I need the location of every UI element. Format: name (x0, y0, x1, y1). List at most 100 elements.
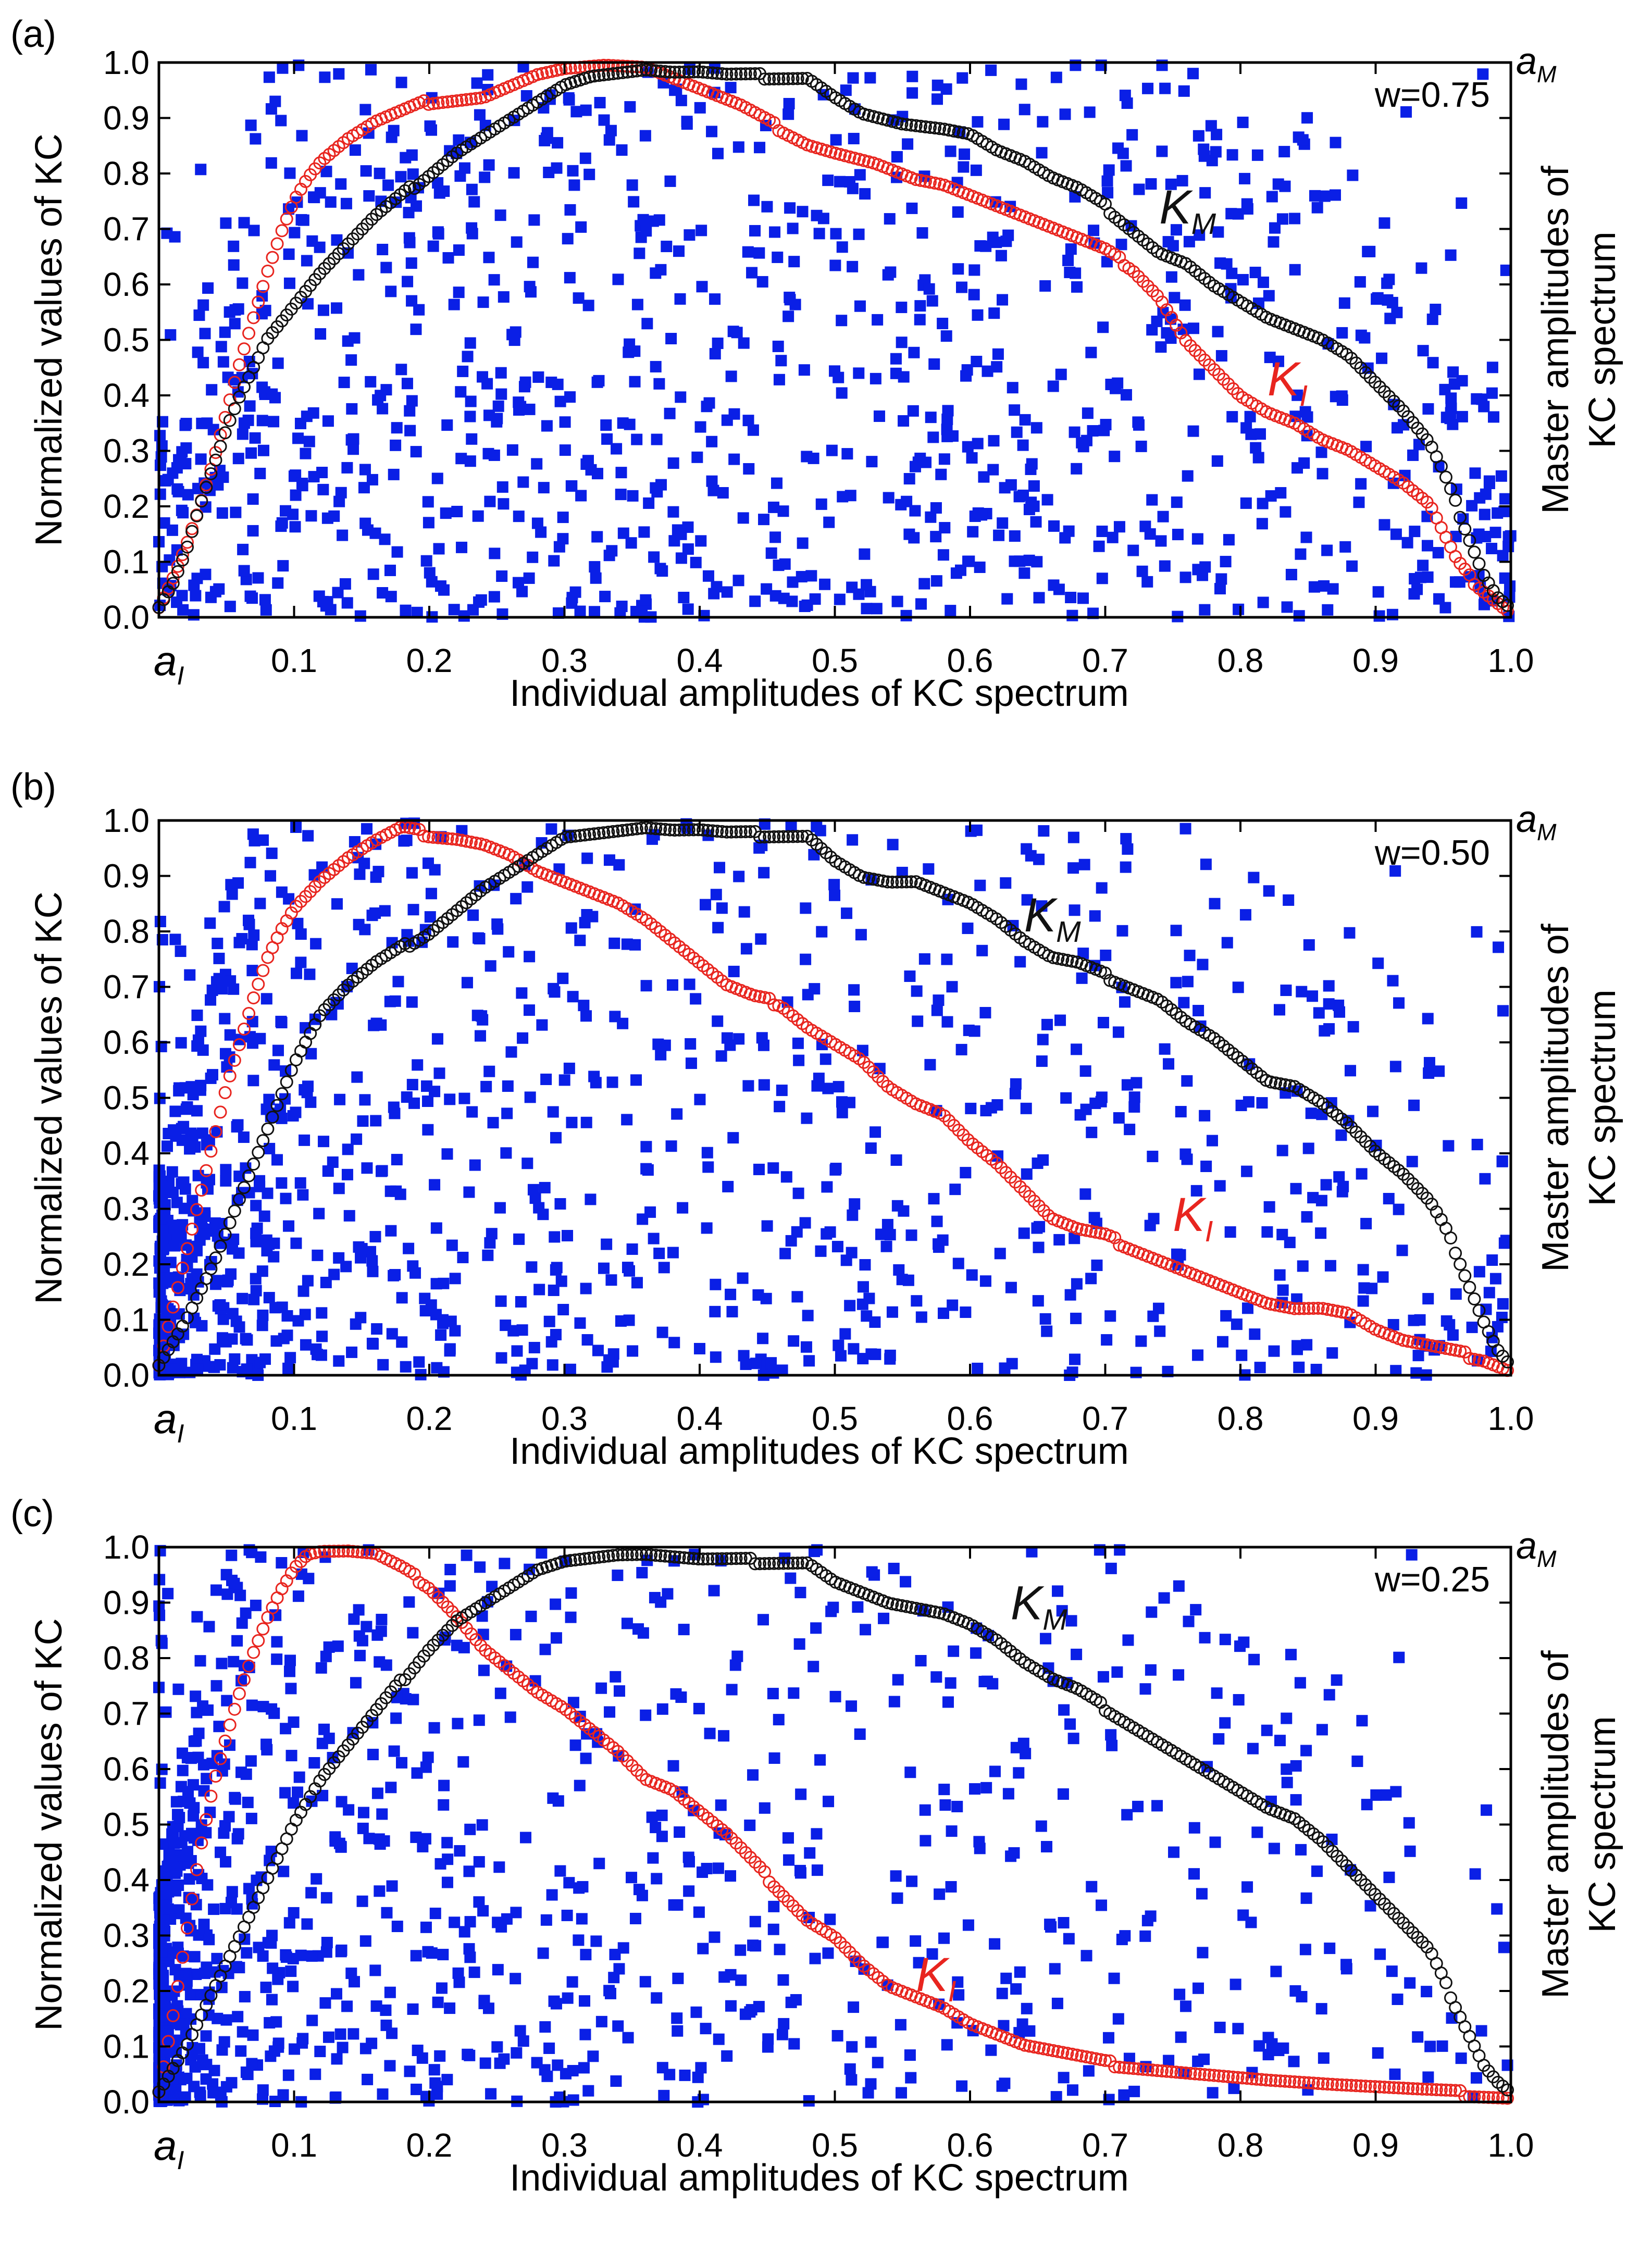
scatter-point (214, 1359, 226, 1371)
scatter-point (229, 318, 241, 330)
scatter-point (169, 1105, 181, 1117)
scatter-point (238, 217, 250, 229)
scatter-point (539, 1644, 551, 1655)
scatter-point (511, 236, 523, 248)
scatter-point (215, 1275, 227, 1287)
scatter-point (420, 1921, 432, 1933)
scatter-point (1188, 1822, 1200, 1834)
scatter-point (710, 889, 722, 901)
scatter-point (898, 415, 910, 427)
scatter-point (1440, 1315, 1452, 1327)
scatter-point (1417, 345, 1429, 357)
right-axis-symbol: aM (1516, 799, 1557, 845)
x-tick-label: 0.2 (406, 642, 453, 679)
scatter-point (1214, 583, 1226, 595)
series-point (237, 1673, 251, 1686)
series-point (313, 156, 327, 170)
series-point (1222, 2070, 1235, 2084)
scatter-point (212, 938, 223, 950)
scatter-point (431, 1033, 443, 1045)
scatter-point (1315, 1227, 1327, 1239)
scatter-point (254, 898, 266, 910)
scatter-point (517, 2035, 529, 2047)
scatter-point (1064, 1289, 1076, 1301)
scatter-point (609, 1949, 621, 1961)
scatter-point (931, 1004, 943, 1016)
series-KI (152, 1544, 1514, 2105)
scatter-point (177, 507, 189, 519)
scatter-point (194, 2090, 206, 2102)
scatter-point (991, 361, 1003, 373)
scatter-point (1433, 593, 1445, 605)
scatter-point (1390, 1365, 1402, 1377)
scatter-point (1498, 505, 1510, 517)
scatter-point (1019, 414, 1031, 426)
scatter-point (297, 214, 309, 226)
x-axis-symbol: aI (154, 638, 184, 690)
scatter-point (188, 1832, 200, 1844)
scatter-point (159, 475, 171, 487)
scatter-point (516, 586, 528, 598)
scatter-point (1194, 229, 1206, 241)
series-point (284, 1064, 298, 1077)
scatter-point (915, 598, 927, 610)
scatter-point (591, 376, 603, 388)
scatter-point (358, 1807, 370, 1819)
scatter-point (285, 1965, 297, 1977)
series-point (900, 118, 913, 131)
scatter-point (336, 1944, 347, 1956)
series-point (876, 112, 890, 126)
scatter-point (260, 993, 272, 1005)
scatter-point (865, 2078, 877, 2090)
scatter-point (1009, 404, 1021, 416)
series-point (195, 1836, 208, 1850)
scatter-point (219, 1048, 231, 1060)
scatter-point (284, 1654, 296, 1666)
scatter-point (1424, 2040, 1436, 2052)
series-point (743, 67, 757, 81)
scatter-point (163, 2003, 175, 2015)
scatter-point (210, 1680, 222, 1692)
scatter-point (462, 2048, 474, 2060)
scatter-point (952, 263, 964, 275)
series-point (1150, 2064, 1164, 2077)
scatter-point (190, 1690, 202, 1702)
scatter-point (788, 1335, 800, 1347)
scatter-point (180, 1103, 192, 1115)
scatter-point (837, 491, 849, 503)
scatter-point (583, 168, 595, 180)
scatter-point (1183, 235, 1195, 247)
scatter-point (353, 269, 365, 281)
scatter-point (1447, 1329, 1459, 1341)
scatter-point (428, 1722, 440, 1734)
scatter-point (903, 473, 915, 485)
scatter-point (321, 1937, 333, 1949)
scatter-point (449, 1916, 461, 1928)
series-point (1079, 1224, 1093, 1237)
scatter-point (173, 1812, 185, 1824)
scatter-point (257, 2084, 269, 2096)
scatter-point (933, 1238, 945, 1250)
scatter-point (630, 1074, 642, 1086)
scatter-point (667, 457, 679, 469)
scatter-point (1311, 1865, 1323, 1877)
scatter-point (359, 1935, 371, 1947)
series-point (1430, 2083, 1443, 2096)
scatter-point (1062, 254, 1074, 266)
scatter-point (824, 1913, 836, 1925)
scatter-point (482, 1249, 494, 1261)
scatter-point (653, 1248, 665, 1260)
scatter-point (220, 217, 232, 229)
scatter-point (605, 125, 617, 136)
scatter-point (1199, 1632, 1211, 1644)
scatter-point (974, 1843, 986, 1854)
w-annotation: w=0.50 (1374, 833, 1490, 873)
series-point (275, 1087, 289, 1101)
series-point (1136, 275, 1150, 288)
series-point (436, 831, 450, 845)
scatter-point (199, 328, 211, 340)
series-point (1349, 356, 1363, 370)
scatter-point (403, 232, 415, 244)
scatter-point (1483, 478, 1495, 490)
scatter-point (268, 2045, 280, 2057)
